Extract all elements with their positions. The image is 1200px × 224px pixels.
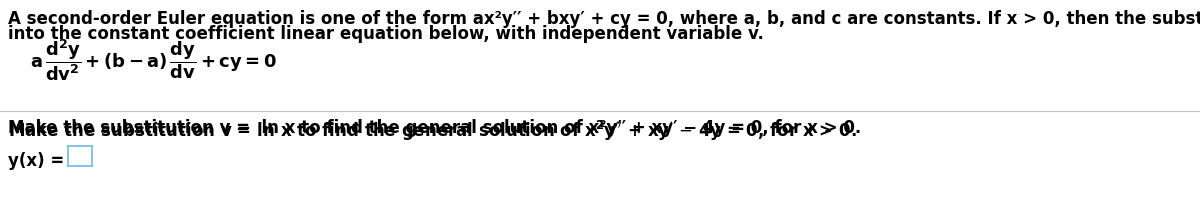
Text: into the constant coefficient linear equation below, with independent variable v: into the constant coefficient linear equ…: [8, 25, 764, 43]
Bar: [68, 146, 92, 166]
Text: $\mathbf{a\,\dfrac{d^2y}{dv^2} + (b-a)\,\dfrac{dy}{dv} + cy = 0}$: $\mathbf{a\,\dfrac{d^2y}{dv^2} + (b-a)\,…: [30, 37, 277, 83]
Text: Make the substitution v = $\mathbf{ln}$ x to find the general solution of $\math: Make the substitution v = $\mathbf{ln}$ …: [8, 119, 857, 143]
Text: A second-order Euler equation is one of the form ax²y′′ + bxy′ + cy = 0, where a: A second-order Euler equation is one of …: [8, 10, 1200, 28]
Text: y(x) =: y(x) =: [8, 152, 70, 170]
Text: Make the substitution v =  ln x to find the general solution of x²y′′ + xy′ − 4y: Make the substitution v = ln x to find t…: [8, 119, 862, 137]
